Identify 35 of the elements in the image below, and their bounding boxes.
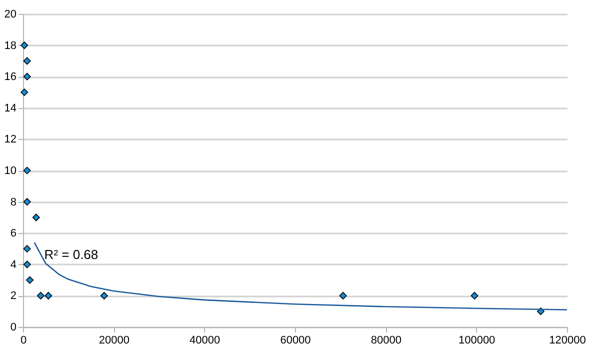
y-tick-label: 6 [10, 228, 16, 240]
y-tick-label: 4 [10, 258, 16, 271]
point [339, 292, 347, 300]
point [23, 57, 31, 65]
y-tick-label: 12 [4, 134, 16, 146]
point [20, 42, 28, 50]
point [32, 214, 40, 222]
point [20, 88, 28, 96]
x-tick-label: 40000 [190, 334, 220, 346]
y-tick-label: 10 [4, 165, 16, 177]
x-tick-label: 60000 [280, 334, 311, 346]
point [23, 72, 31, 80]
point [23, 166, 31, 174]
y-tick-label: 0 [10, 322, 16, 334]
x-tick-label: 100000 [458, 334, 496, 346]
point [44, 292, 52, 300]
y-tick-label: 8 [10, 196, 16, 208]
x-tick-label: 80000 [370, 334, 402, 346]
y-tick-label: 18 [4, 40, 16, 52]
y-tick-label: 16 [4, 71, 16, 84]
y-tick-label: 20 [4, 8, 16, 20]
point [26, 276, 34, 284]
point [23, 260, 31, 268]
x-tick-label: 120000 [549, 334, 586, 346]
x-tick-label: 0 [20, 334, 27, 346]
line-series [34, 242, 568, 310]
y-tick-label: 14 [4, 102, 16, 114]
point [470, 292, 478, 300]
point [100, 292, 108, 300]
point [36, 292, 44, 300]
annotation: R² = 0.68 [44, 247, 98, 262]
x-tick-label: 20000 [98, 334, 130, 346]
point [23, 198, 31, 206]
y-tick-label: 2 [10, 290, 16, 302]
point [23, 244, 31, 253]
